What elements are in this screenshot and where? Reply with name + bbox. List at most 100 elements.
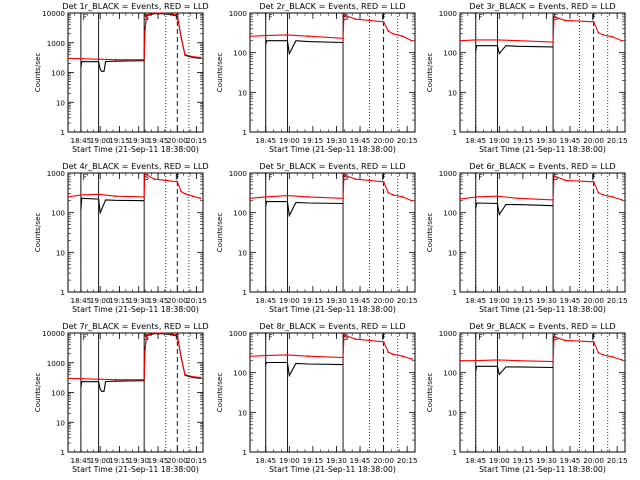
lld-point [354,338,357,341]
flag-label: S [344,13,349,22]
y-tick-label: 10 [238,248,248,257]
panel-det-8: Det 8r_BLACK = Events, RED = LLD 1 10 100 10… [215,321,418,474]
lld-point [168,332,171,335]
lld-point [199,376,202,379]
lld-point [410,39,413,42]
y-tick-label: 100 [233,369,247,378]
y-tick-label: 1000 [439,329,458,338]
x-tick-label: 19:45 [350,296,371,305]
panel-title: Det 1r_BLACK = Events, RED = LLD [62,1,208,11]
panel-det-3: Det 3r_BLACK = Events, RED = LLD 1 10 100 10… [425,1,628,154]
x-axis-label: Start Time (21-Sep-11 18:38:00) [479,305,606,314]
flag-label: F [381,333,385,342]
lld-point [249,35,251,38]
plot-frame [67,332,204,453]
y-axis-label: Counts/sec [33,373,42,413]
x-tick-label: 18:45 [255,456,276,465]
lld-point [553,15,555,18]
y-tick-label: 100 [51,69,65,78]
lld-point [114,378,117,381]
x-tick-label: 19:30 [536,456,557,465]
x-tick-label: 20:00 [373,136,394,145]
lld-point [496,38,499,41]
y-tick-label: 1000 [47,169,66,178]
panel-det-6: Det 6r_BLACK = Events, RED = LLD 1 10 100 10… [425,161,628,314]
lld-point [143,195,146,198]
lld-point [307,35,310,38]
lld-point [517,359,520,362]
events-series-line [265,40,344,56]
x-axis-label: Start Time (21-Sep-11 18:38:00) [72,145,199,154]
lld-point [382,340,385,343]
lld-point [153,332,156,334]
y-axis-label: Counts/sec [425,213,434,253]
lld-point [191,195,194,198]
lld-point [564,19,567,22]
lld-point [552,41,554,43]
x-tick-label: 19:30 [128,296,149,305]
x-tick-label: 19:00 [279,296,300,305]
x-tick-label: 20:15 [607,136,628,145]
lld-point [553,174,555,177]
lld-point [410,358,413,360]
y-tick-label: 10 [448,248,458,257]
plot-frame [249,172,416,293]
flag-label: F [268,13,272,22]
x-axis-label: Start Time (21-Sep-11 18:38:00) [269,145,396,154]
y-tick-label: 1000 [229,329,248,338]
x-tick-label: 18:45 [465,136,486,145]
x-tick-label: 18:45 [465,296,486,305]
lld-point [552,360,554,363]
y-tick-label: 100 [51,389,65,398]
lld-point [517,39,520,42]
x-tick-label: 20:15 [607,296,628,305]
y-axis-label: Counts/sec [425,373,434,413]
x-tick-label: 18:45 [71,136,92,145]
x-tick-label: 19:45 [560,456,581,465]
plot-frame [459,172,626,293]
x-tick-label: 19:30 [536,136,557,145]
lld-point [597,31,600,34]
y-tick-label: 1 [452,448,457,457]
y-tick-label: 100 [443,49,457,58]
x-axis-label: Start Time (21-Sep-11 18:38:00) [479,465,606,474]
lld-point [597,351,600,354]
panel-title: Det 3r_BLACK = Events, RED = LLD [469,1,615,11]
flag-label: F [175,173,179,182]
y-axis-label: Counts/sec [425,53,434,93]
x-tick-label: 19:30 [326,296,347,305]
y-tick-label: 1000 [229,9,248,18]
x-tick-label: 19:15 [513,456,534,465]
lld-point [592,20,595,23]
events-series-line [265,201,344,218]
flag-label: F [381,13,385,22]
x-axis-label: Start Time (21-Sep-11 18:38:00) [479,145,606,154]
y-tick-label: 1000 [439,9,458,18]
lld-point [145,334,148,336]
events-series-line [80,197,145,215]
plot-frame [249,332,416,453]
lld-point [176,14,179,16]
flag-label: F [83,333,87,342]
flag-label: F [83,13,87,22]
x-tick-label: 20:15 [397,296,418,305]
lld-point [184,192,186,195]
lld-point [180,190,183,193]
lld-point [160,12,163,14]
x-tick-label: 19:15 [303,296,324,305]
lld-point [611,355,614,358]
lld-point [264,34,267,37]
y-tick-label: 10 [56,418,66,427]
lld-series-line [67,172,201,199]
panel-det-2: Det 2r_BLACK = Events, RED = LLD 1 10 100 10… [215,1,418,154]
flag-label: F [268,333,272,342]
x-axis-label: Start Time (21-Sep-11 18:38:00) [269,465,396,474]
lld-point [392,353,394,356]
y-tick-label: 10 [238,408,248,417]
y-tick-label: 10 [448,88,458,97]
lld-point [387,191,390,194]
lld-series-line [459,16,623,43]
lld-point [620,39,623,42]
x-tick-label: 19:00 [279,456,300,465]
lld-point [114,195,117,198]
